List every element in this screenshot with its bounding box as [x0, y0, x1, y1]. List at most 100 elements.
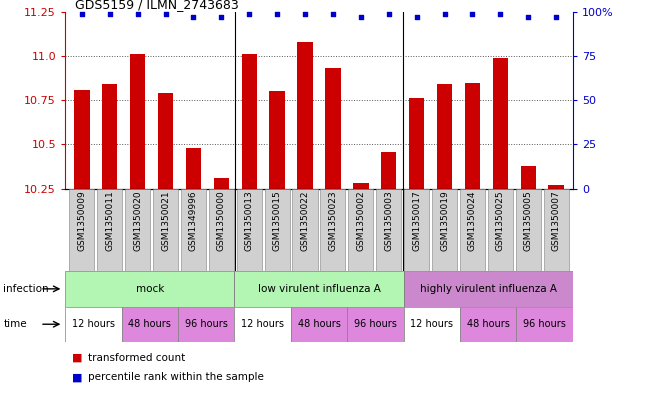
Bar	[292, 189, 318, 271]
Text: GSM1350019: GSM1350019	[440, 190, 449, 251]
Text: mock: mock	[135, 284, 164, 294]
Bar	[186, 148, 201, 189]
Bar	[348, 189, 374, 271]
Point	[383, 10, 394, 17]
Bar	[437, 84, 452, 189]
Bar	[234, 271, 404, 307]
Point	[411, 14, 422, 20]
Bar	[130, 54, 145, 189]
Point	[132, 10, 143, 17]
Bar	[74, 90, 90, 189]
Text: 48 hours: 48 hours	[298, 319, 340, 329]
Bar	[465, 83, 480, 189]
Text: GSM1350011: GSM1350011	[105, 190, 114, 251]
Bar	[291, 307, 347, 342]
Bar	[65, 307, 122, 342]
Point	[105, 10, 115, 17]
Bar	[125, 189, 150, 271]
Bar	[214, 178, 229, 189]
Bar	[521, 165, 536, 189]
Text: 48 hours: 48 hours	[128, 319, 171, 329]
Bar	[516, 307, 573, 342]
Bar	[234, 307, 291, 342]
Bar	[460, 307, 516, 342]
Bar	[242, 54, 257, 189]
Point	[216, 14, 227, 20]
Bar	[270, 91, 284, 189]
Bar	[376, 189, 401, 271]
Bar	[209, 189, 234, 271]
Bar	[493, 58, 508, 189]
Text: 96 hours: 96 hours	[354, 319, 397, 329]
Point	[355, 14, 366, 20]
Text: 96 hours: 96 hours	[185, 319, 228, 329]
Text: 12 hours: 12 hours	[241, 319, 284, 329]
Text: GSM1350005: GSM1350005	[524, 190, 533, 251]
Text: percentile rank within the sample: percentile rank within the sample	[88, 372, 264, 382]
Point	[495, 10, 506, 17]
Bar	[69, 189, 94, 271]
Text: GSM1350024: GSM1350024	[468, 190, 477, 251]
Bar	[122, 307, 178, 342]
Bar	[404, 189, 429, 271]
Point	[188, 14, 199, 20]
Bar	[65, 271, 234, 307]
Bar	[488, 189, 513, 271]
Point	[272, 10, 283, 17]
Text: GSM1350003: GSM1350003	[384, 190, 393, 251]
Text: GSM1350002: GSM1350002	[356, 190, 365, 251]
Bar	[102, 84, 117, 189]
Text: GSM1350000: GSM1350000	[217, 190, 226, 251]
Bar	[97, 189, 122, 271]
Bar	[409, 98, 424, 189]
Bar	[178, 307, 234, 342]
Point	[467, 10, 478, 17]
Point	[327, 10, 338, 17]
Bar	[432, 189, 457, 271]
Point	[439, 10, 450, 17]
Text: GSM1350025: GSM1350025	[496, 190, 505, 251]
Bar	[404, 307, 460, 342]
Point	[551, 14, 561, 20]
Bar	[158, 93, 173, 189]
Text: GSM1350023: GSM1350023	[329, 190, 337, 251]
Bar	[544, 189, 569, 271]
Text: GSM1350021: GSM1350021	[161, 190, 170, 251]
Bar	[548, 185, 564, 189]
Text: infection: infection	[3, 284, 49, 294]
Bar	[516, 189, 541, 271]
Bar	[326, 68, 340, 189]
Text: GSM1350022: GSM1350022	[301, 190, 309, 251]
Bar	[298, 42, 312, 189]
Point	[300, 10, 311, 17]
Text: highly virulent influenza A: highly virulent influenza A	[420, 284, 557, 294]
Bar	[460, 189, 485, 271]
Bar	[404, 271, 573, 307]
Text: GSM1350013: GSM1350013	[245, 190, 254, 251]
Bar	[353, 183, 368, 189]
Point	[160, 10, 171, 17]
Bar	[347, 307, 404, 342]
Text: 12 hours: 12 hours	[72, 319, 115, 329]
Text: 12 hours: 12 hours	[410, 319, 453, 329]
Text: ■: ■	[72, 372, 82, 382]
Text: GSM1350007: GSM1350007	[551, 190, 561, 251]
Bar	[264, 189, 290, 271]
Text: 48 hours: 48 hours	[467, 319, 510, 329]
Point	[523, 14, 533, 20]
Bar	[181, 189, 206, 271]
Bar	[381, 151, 396, 189]
Bar	[153, 189, 178, 271]
Text: time: time	[3, 319, 27, 329]
Text: low virulent influenza A: low virulent influenza A	[258, 284, 380, 294]
Text: 96 hours: 96 hours	[523, 319, 566, 329]
Text: GSM1350009: GSM1350009	[77, 190, 87, 251]
Text: ■: ■	[72, 353, 82, 363]
Text: GDS5159 / ILMN_2743683: GDS5159 / ILMN_2743683	[76, 0, 239, 11]
Point	[77, 10, 87, 17]
Text: GSM1350020: GSM1350020	[133, 190, 142, 251]
Bar	[320, 189, 346, 271]
Text: GSM1350015: GSM1350015	[273, 190, 282, 251]
Text: transformed count: transformed count	[88, 353, 185, 363]
Point	[244, 10, 255, 17]
